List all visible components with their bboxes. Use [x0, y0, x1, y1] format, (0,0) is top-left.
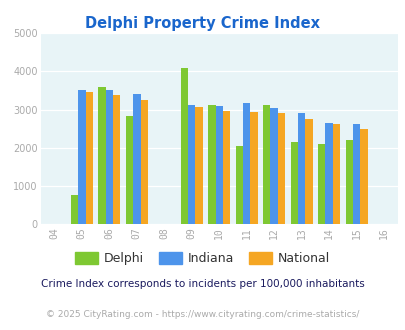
Bar [85, 91, 93, 224]
Bar [305, 119, 312, 224]
Bar [270, 108, 277, 224]
Bar [297, 114, 305, 224]
Bar [105, 90, 113, 224]
Bar [235, 146, 243, 224]
Bar [290, 142, 297, 224]
Text: Crime Index corresponds to incidents per 100,000 inhabitants: Crime Index corresponds to incidents per… [41, 279, 364, 289]
Bar [98, 87, 105, 224]
Bar [208, 105, 215, 224]
Bar [126, 116, 133, 224]
Bar [317, 144, 325, 224]
Bar [360, 129, 367, 224]
Bar [250, 112, 257, 224]
Bar [222, 111, 230, 224]
Text: Delphi Property Crime Index: Delphi Property Crime Index [85, 16, 320, 31]
Bar [277, 114, 285, 224]
Bar [332, 124, 339, 224]
Bar [70, 195, 78, 224]
Bar [262, 105, 270, 224]
Bar [113, 95, 120, 224]
Text: © 2025 CityRating.com - https://www.cityrating.com/crime-statistics/: © 2025 CityRating.com - https://www.city… [46, 310, 359, 319]
Bar [188, 105, 195, 224]
Bar [243, 103, 250, 224]
Bar [325, 123, 332, 224]
Bar [215, 107, 222, 224]
Bar [352, 124, 360, 224]
Bar [78, 90, 85, 224]
Bar [140, 100, 147, 224]
Legend: Delphi, Indiana, National: Delphi, Indiana, National [70, 247, 335, 270]
Bar [195, 107, 202, 224]
Bar [345, 140, 352, 224]
Bar [133, 94, 140, 224]
Bar [180, 68, 188, 224]
